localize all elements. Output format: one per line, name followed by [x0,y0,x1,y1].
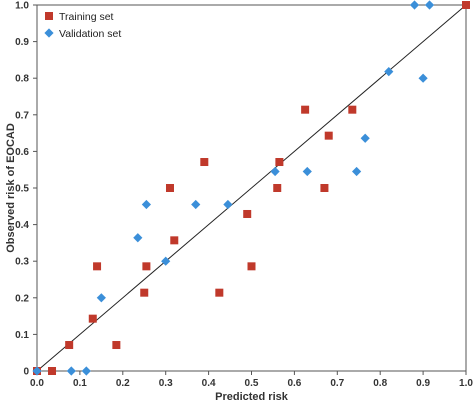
training-set-legend-label: Training set [59,11,114,23]
validation-set-point [384,67,394,77]
validation-set-point [302,166,312,177]
validation-set-point [81,366,91,376]
data-points [32,0,470,376]
training-set-point [142,262,151,271]
reference-line [36,4,467,372]
training-set-point [243,209,252,218]
validation-set-point [191,199,201,210]
x-tick-label: 0.5 [245,378,259,389]
legend: Training set Validation set [44,11,121,40]
x-tick-label: 0.9 [416,378,430,389]
validation-set-point [424,0,435,10]
validation-set-point [409,0,420,10]
training-set-point [348,105,357,114]
tick-labels: 0.0 0.1 0.2 0.3 0.4 0.5 0.6 0.7 0.8 0.9 1.0 0 0.1 0.2… [15,1,473,390]
x-tick-label: 0.3 [159,378,173,389]
x-tick-label: 0.2 [116,378,130,389]
training-set-point [320,184,329,192]
y-tick-label: 0.5 [15,184,29,195]
training-set-point [273,184,282,192]
training-set-point [140,288,149,297]
x-tick-label: 0.8 [373,378,387,389]
y-tick-label: 0.4 [15,220,29,231]
training-set-point [48,367,57,375]
training-set-point [301,105,310,114]
y-tick-label: 1.0 [15,1,29,12]
y-tick-label: 0.3 [15,257,29,268]
training-set-point [88,314,97,323]
x-tick-label: 0.6 [287,378,301,389]
training-set-point [462,1,470,9]
validation-set-point [32,366,42,376]
validation-set-point [223,199,233,210]
validation-set-point [270,166,280,177]
y-tick-label: 0.8 [15,74,29,85]
y-tick-label: 0.9 [15,37,29,48]
training-set-point [165,184,174,192]
x-tick-label: 0.1 [73,378,87,389]
y-tick-label: 0 [23,367,29,378]
x-tick-label: 0.7 [330,378,344,389]
x-axis-title: Predicted risk [215,391,289,403]
training-set-legend-marker [45,12,53,20]
validation-set-legend-marker [44,28,54,38]
training-set-point [93,262,102,271]
y-tick-label: 0.7 [15,110,29,121]
y-axis-title: Observed risk of EOCAD [5,123,17,253]
x-tick-label: 0.4 [202,378,216,389]
training-set-point [112,341,121,350]
y-tick-label: 0.2 [15,293,29,304]
training-set-point [275,158,284,167]
validation-set-point [418,73,428,83]
training-set-point [247,262,256,271]
validation-set-point [360,133,370,143]
validation-set-point [141,199,151,210]
validation-set-point [133,233,143,243]
validation-set-legend-label: Validation set [59,28,121,40]
training-set-point [65,341,74,350]
training-set-point [215,288,224,297]
x-tick-label: 0.0 [30,378,44,389]
training-set-point [324,131,333,140]
y-tick-label: 0.1 [15,330,29,341]
y-tick-label: 0.6 [15,147,29,158]
validation-set-point [161,256,171,266]
validation-set-point [66,366,76,376]
training-set-point [170,236,179,245]
x-tick-label: 1.0 [459,378,473,389]
training-set-point [200,158,209,167]
reference-line-group [36,4,467,372]
validation-set-point [96,293,106,303]
validation-set-point [352,166,362,177]
